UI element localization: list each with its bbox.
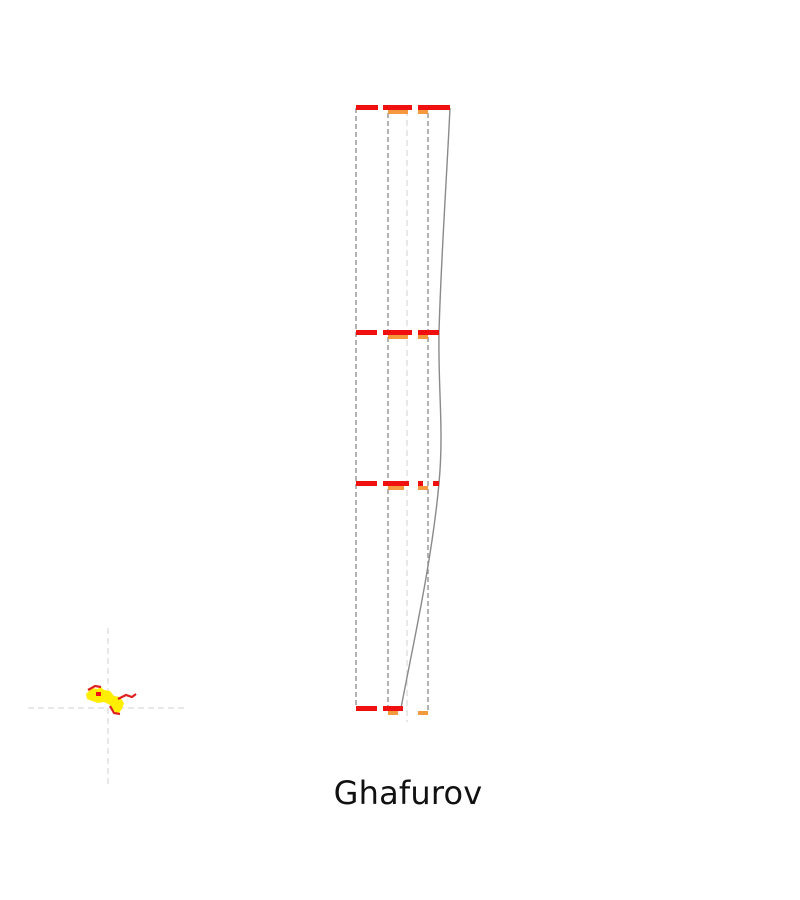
region-shape-icon xyxy=(86,684,137,716)
marker-row xyxy=(356,330,439,339)
marker-row xyxy=(356,706,428,715)
place-name-label: Ghafurov xyxy=(333,774,483,812)
map-frame xyxy=(355,107,451,722)
marker-row xyxy=(356,481,439,490)
boundary-markers xyxy=(356,105,450,715)
marker-row xyxy=(356,105,450,114)
boundary-curve xyxy=(400,107,451,709)
locator-inset xyxy=(28,628,188,788)
